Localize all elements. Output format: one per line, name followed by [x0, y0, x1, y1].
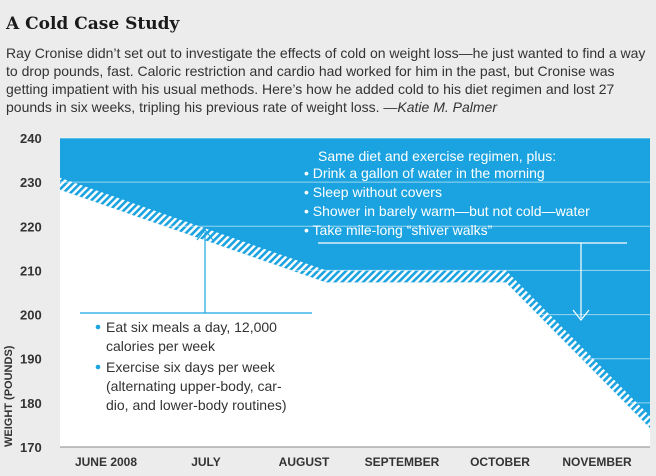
annotation-item: • Shower in barely warm—but not cold—wat… [304, 203, 590, 219]
chart-title: A Cold Case Study [6, 14, 180, 34]
annotation-item: dio, and lower-body routines) [106, 397, 287, 413]
intro-paragraph: Ray Cronise didn’t set out to investigat… [6, 44, 650, 116]
x-tick-label: SEPTEMBER [365, 455, 440, 469]
intro-byline: —Katie M. Palmer [383, 99, 497, 115]
x-tick-label: OCTOBER [470, 455, 530, 469]
annotation-item: calories per week [106, 338, 216, 354]
x-tick-label: JULY [191, 455, 221, 469]
annotation-item: • Sleep without covers [304, 184, 442, 200]
annotation-heading: Same diet and exercise regimen, plus: [318, 148, 556, 164]
y-tick-label: 200 [20, 308, 42, 323]
x-tick-label: JUNE 2008 [75, 455, 137, 469]
annotation-item: • Drink a gallon of water in the morning [304, 165, 545, 181]
y-tick-label: 190 [20, 352, 42, 367]
down-arrow-head [572, 309, 590, 321]
annotation-item: • Take mile-long “shiver walks” [304, 222, 493, 238]
annotation-item: (alternating upper-body, car- [106, 378, 282, 394]
annotation-item: Exercise six days per week [106, 359, 276, 375]
hatched-band [60, 177, 650, 429]
bullet-dot [95, 364, 101, 370]
y-tick-label: 170 [20, 440, 42, 455]
y-tick-label: 230 [20, 175, 42, 190]
bullet-dot [95, 324, 101, 330]
y-tick-label: 220 [20, 219, 42, 234]
annotation-item: Eat six meals a day, 12,000 [106, 319, 277, 335]
y-tick-label: 210 [20, 263, 42, 278]
x-tick-label: AUGUST [279, 455, 330, 469]
intro-text: Ray Cronise didn’t set out to investigat… [6, 45, 646, 115]
weight-area [60, 189, 650, 447]
y-tick-label: 180 [20, 396, 42, 411]
y-axis-label: WEIGHT (POUNDS) [3, 345, 15, 447]
x-tick-label: NOVEMBER [562, 455, 632, 469]
y-tick-label: 240 [20, 131, 42, 146]
up-arrow-head [196, 229, 214, 241]
